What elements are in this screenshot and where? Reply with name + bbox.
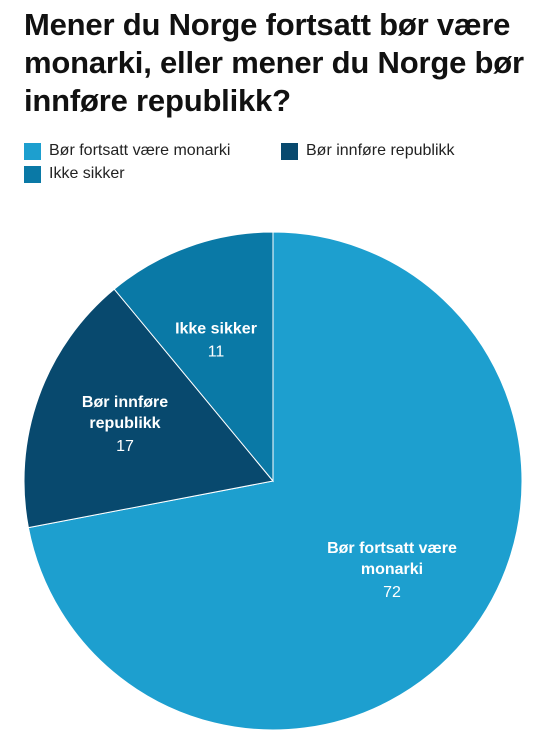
slice-value-ikke-sikker: 11 — [208, 344, 225, 361]
legend-label-republikk: Bør innføre republikk — [306, 142, 455, 159]
legend-swatch-monarki — [24, 142, 41, 160]
pie-slice-ikke-sikker — [113, 231, 274, 483]
slice-value-republikk: 17 — [116, 438, 134, 455]
pie-chart: Bør fortsatt være monarki 72 Bør innføre rep… — [23, 231, 523, 731]
chart-title: Mener du Norge fortsatt bør være monarki… — [24, 7, 524, 118]
slice-label-republikk: Bør innføre — [82, 394, 168, 411]
legend-label-monarki: Bør fortsatt være monarki — [49, 142, 231, 159]
slice-label-republikk: republikk — [89, 415, 160, 432]
pie-labels: Bør fortsatt være monarki 72 Bør innføre rep… — [82, 321, 457, 602]
slice-label-monarki: Bør fortsatt være — [327, 540, 457, 557]
legend-item-ikke-sikker: Ikke sikker — [24, 165, 125, 183]
legend-swatch-ikke-sikker — [24, 165, 41, 183]
legend-item-republikk: Bør innføre republikk — [281, 142, 455, 160]
pie-slice-monarki — [27, 231, 523, 731]
slice-label-monarki: monarki — [361, 561, 423, 578]
pie-slice-republikk — [23, 288, 274, 529]
pie-slices — [23, 231, 523, 731]
legend-swatch-republikk — [281, 142, 298, 160]
slice-label-ikke-sikker: Ikke sikker — [175, 321, 257, 338]
legend-item-monarki: Bør fortsatt være monarki — [24, 142, 230, 160]
slice-value-monarki: 72 — [383, 584, 401, 601]
legend-label-ikke-sikker: Ikke sikker — [49, 165, 125, 182]
